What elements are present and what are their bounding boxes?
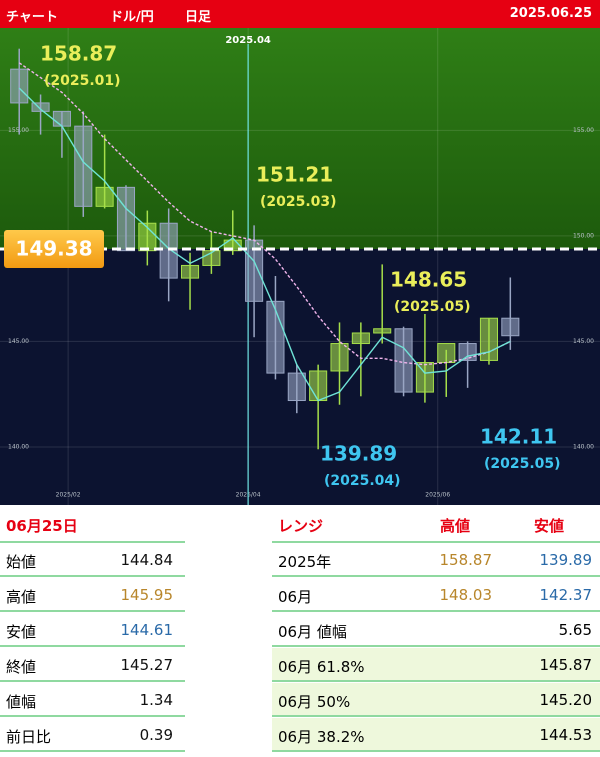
row-value: 144.53 — [539, 726, 593, 744]
y-tick-label: 140.00 — [573, 443, 594, 450]
x-tick-label: 2025/02 — [56, 492, 81, 499]
marker-label: 2025.04 — [225, 35, 271, 46]
row-value: 1.34 — [139, 691, 173, 709]
table-row: 06月 38.2% 144.53 — [272, 718, 600, 752]
row-value: 145.95 — [120, 586, 174, 604]
row-label: 06月 値幅 — [278, 623, 347, 641]
header: チャート ドル/円 日足 2025.06.25 — [0, 0, 600, 28]
candle-body — [180, 264, 200, 279]
candle-body — [458, 343, 477, 361]
row-label: 06月 61.8% — [278, 658, 365, 676]
row-value: 144.84 — [120, 551, 174, 569]
column-header: 高値 — [440, 517, 471, 535]
row-label: 06月 — [278, 588, 313, 606]
upper-zone — [0, 28, 600, 249]
table-row: 06月 50% 145.20 — [272, 683, 600, 717]
annotation-date: (2025.05) — [394, 299, 471, 315]
x-tick-label: 2025/06 — [425, 492, 450, 499]
candle-body — [479, 317, 499, 361]
candle-body — [95, 186, 114, 207]
row-label: 始値 — [6, 553, 37, 571]
annotation-value: 139.89 — [320, 442, 397, 466]
table-row: 06月 値幅 5.65 — [272, 613, 600, 647]
candle-body — [287, 372, 306, 402]
header-pair: ドル/円 — [110, 10, 154, 25]
annotation-date: (2025.05) — [484, 456, 561, 472]
candle-body — [74, 125, 93, 207]
row-value: 144.61 — [120, 621, 174, 639]
column-header: レンジ — [278, 517, 324, 535]
candle-body — [52, 110, 71, 127]
candle-body — [330, 343, 349, 372]
row-value: 0.39 — [139, 726, 173, 744]
average-line — [18, 87, 511, 402]
annotation-value: 148.65 — [390, 268, 467, 292]
y-tick-label: 140.00 — [8, 443, 29, 450]
header-title: チャート — [6, 10, 58, 25]
annotation-value: 158.87 — [40, 42, 117, 66]
row-label: 2025年 — [278, 553, 332, 571]
level-label: 149.38 — [15, 236, 92, 260]
y-tick-label: 145.00 — [573, 338, 594, 345]
candle-body — [351, 332, 370, 345]
row-label: 06月 50% — [278, 693, 351, 711]
table-title: 06月25日 — [6, 517, 78, 535]
row-label: 前日比 — [6, 728, 52, 746]
candle-body — [223, 239, 242, 252]
row-value: 145.27 — [120, 656, 174, 674]
level-badge — [4, 229, 104, 268]
candle-body — [309, 370, 328, 402]
table-row: 06月 148.03 142.37 — [272, 578, 600, 612]
table-row: 終値 145.27 — [0, 648, 185, 682]
table-row: 安値 144.61 — [0, 613, 185, 647]
candle-body — [415, 362, 434, 393]
row-value: 145.87 — [539, 656, 593, 674]
table-row: 高値 145.95 — [0, 578, 185, 612]
y-tick-label: 155.00 — [573, 127, 594, 134]
y-tick-label: 150.00 — [573, 232, 594, 239]
row-low: 142.37 — [539, 586, 593, 604]
table-row: 前日比 0.39 — [0, 718, 185, 752]
candle-body — [31, 102, 50, 112]
annotation-date: (2025.04) — [324, 473, 401, 489]
header-period: 日足 — [185, 10, 212, 25]
row-low: 139.89 — [539, 551, 593, 569]
average-line — [18, 62, 511, 366]
row-label: 安値 — [6, 623, 37, 641]
chart: 140.00140.00145.00145.00150.00150.00155.… — [0, 28, 600, 505]
table-header: レンジ 高値 安値 — [272, 505, 600, 543]
table-row: 値幅 1.34 — [0, 683, 185, 717]
candle-body — [159, 222, 178, 279]
row-label: 終値 — [6, 658, 37, 676]
row-high: 158.87 — [439, 551, 493, 569]
y-tick-label: 145.00 — [8, 338, 29, 345]
candle-body — [138, 222, 157, 252]
annotation-value: 151.21 — [256, 163, 333, 187]
annotation-date: (2025.03) — [260, 194, 337, 210]
candle-body — [394, 328, 413, 393]
candle-body — [10, 68, 29, 104]
column-header: 安値 — [534, 517, 565, 535]
header-date: 2025.06.25 — [509, 6, 592, 21]
candle-body — [501, 317, 520, 337]
candle-body — [373, 328, 392, 334]
row-value: 145.20 — [539, 691, 593, 709]
table-row: 2025年 158.87 139.89 — [272, 543, 600, 577]
table-row: 始値 144.84 — [0, 543, 185, 577]
candle-body — [266, 300, 285, 374]
row-label: 高値 — [6, 588, 37, 606]
row-label: 06月 38.2% — [278, 728, 365, 746]
row-high: 148.03 — [439, 586, 493, 604]
annotation-date: (2025.01) — [44, 73, 121, 89]
table-header: 06月25日 — [0, 505, 185, 543]
candle-body — [437, 343, 456, 364]
row-value: 5.65 — [558, 621, 592, 639]
table-row: 06月 61.8% 145.87 — [272, 648, 600, 682]
annotation-value: 142.11 — [480, 425, 557, 449]
row-label: 値幅 — [6, 693, 37, 711]
candle-body — [116, 186, 136, 252]
